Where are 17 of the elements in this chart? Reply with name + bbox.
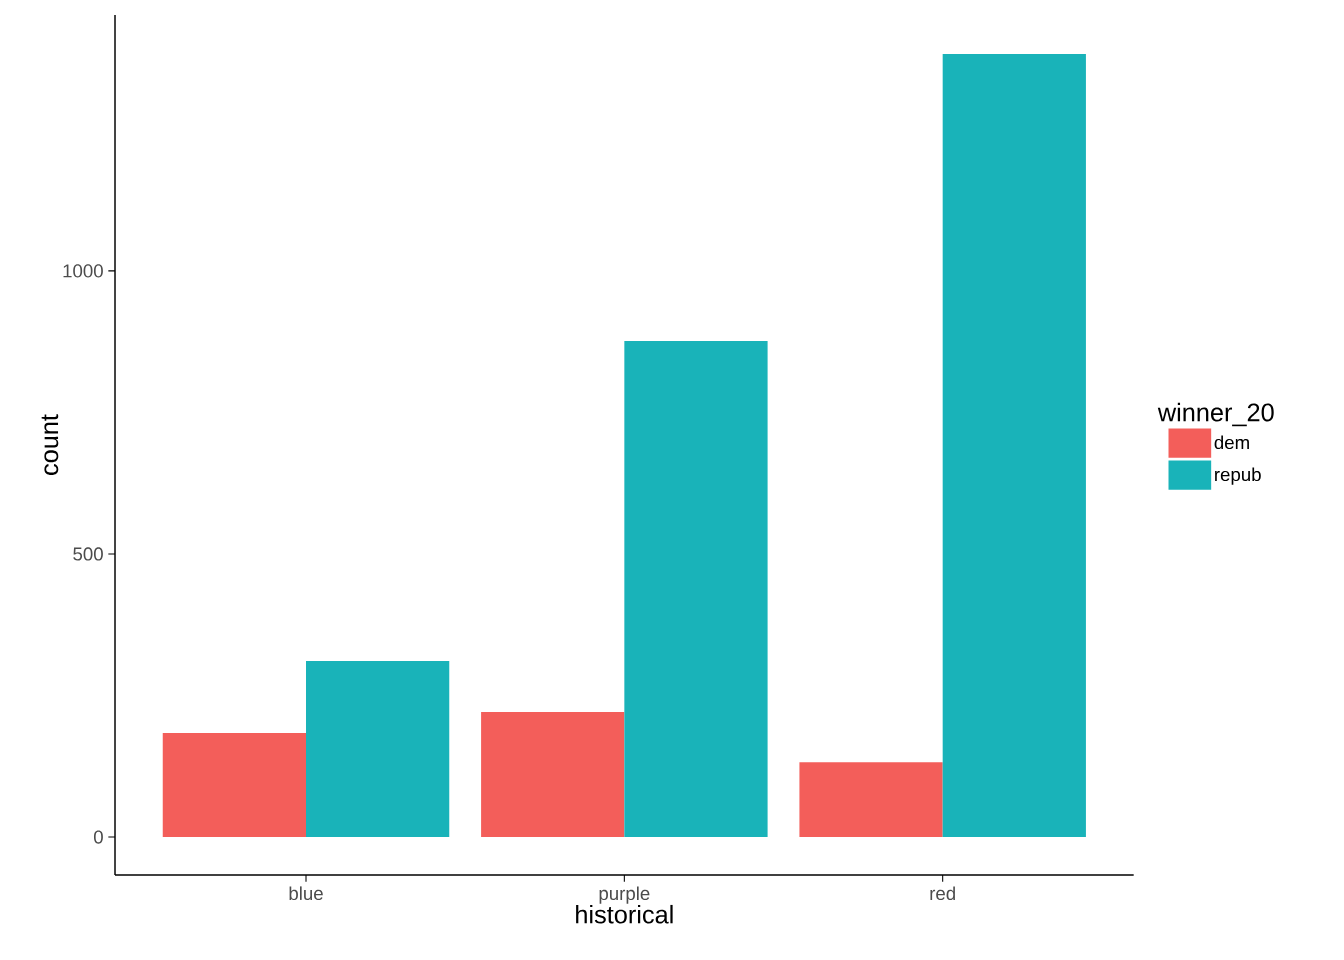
x-axis-title: historical xyxy=(576,904,673,924)
x-tick-label: purple xyxy=(599,886,650,904)
bar xyxy=(306,660,450,838)
x-tick-label: red xyxy=(930,886,955,901)
bar xyxy=(624,341,768,838)
legend-label: dem xyxy=(1214,435,1249,450)
y-tick-label: 0 xyxy=(93,830,103,844)
legend-title: winner_20 xyxy=(1157,402,1274,427)
y-tick-label: 1000 xyxy=(63,264,103,278)
y-axis-title: count xyxy=(41,414,59,475)
legend-label: repub xyxy=(1215,467,1261,485)
bar xyxy=(942,54,1086,838)
bar xyxy=(162,732,307,838)
bar xyxy=(799,762,943,838)
x-tick-label: blue xyxy=(289,886,323,901)
bar xyxy=(481,711,625,838)
y-tick-label: 500 xyxy=(73,547,103,561)
